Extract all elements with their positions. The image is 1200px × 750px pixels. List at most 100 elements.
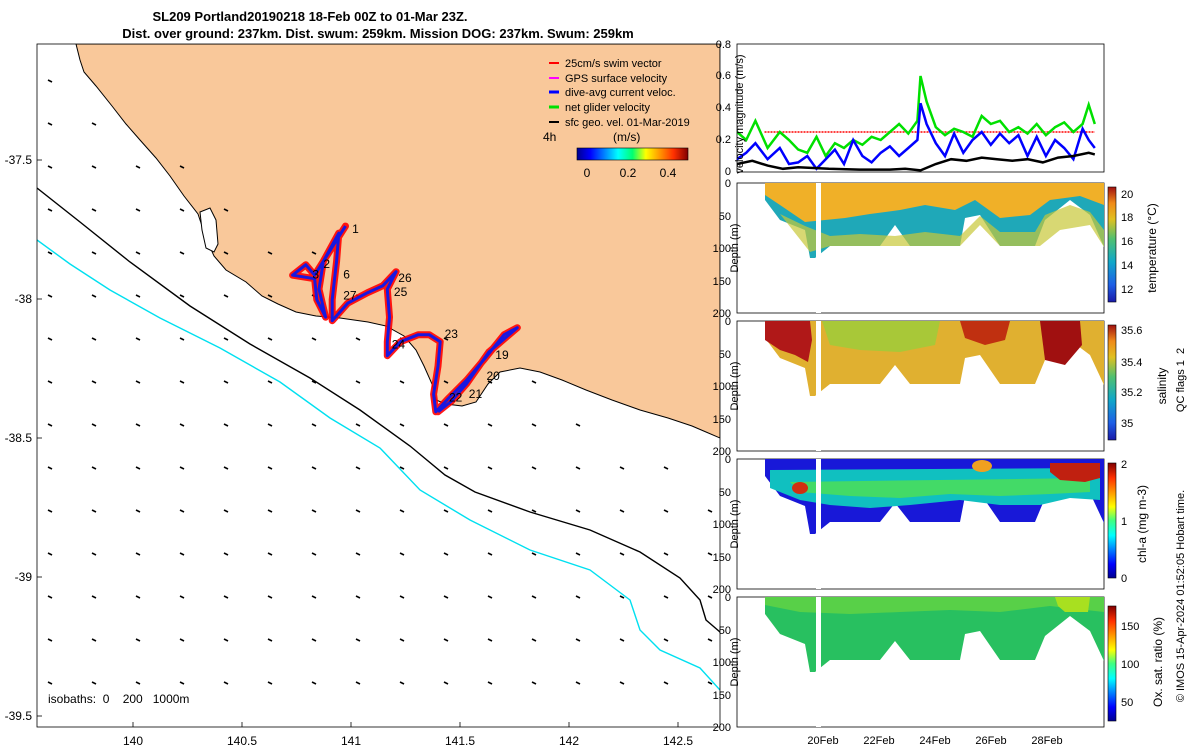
geo-velocity-arrow bbox=[47, 595, 53, 599]
geo-velocity-arrow bbox=[179, 638, 185, 642]
oxy-cb-tick: 150 bbox=[1121, 621, 1139, 633]
salinity-low-band bbox=[822, 321, 940, 352]
geo-velocity-arrow bbox=[619, 595, 625, 599]
sal-cb-tick: 35.2 bbox=[1121, 387, 1142, 399]
geo-velocity-arrow bbox=[663, 552, 669, 556]
chla-cb-tick: 2 bbox=[1121, 459, 1127, 471]
geo-velocity-arrow bbox=[355, 595, 361, 599]
geo-velocity-arrow bbox=[267, 294, 273, 298]
geo-velocity-arrow bbox=[355, 466, 361, 470]
geo-velocity-arrow bbox=[267, 552, 273, 556]
legend-label: dive-avg current veloc. bbox=[565, 87, 676, 99]
waypoint-label: 3 bbox=[312, 268, 319, 282]
depth-tick: 0 bbox=[725, 592, 731, 604]
data-gap bbox=[816, 183, 821, 313]
geo-velocity-arrow bbox=[91, 380, 97, 384]
geo-velocity-arrow bbox=[443, 509, 449, 513]
data-gap bbox=[816, 597, 821, 727]
map-tick-marks bbox=[37, 159, 679, 727]
legend-entry-gps: GPS surface velocity bbox=[549, 73, 668, 85]
oxygen-high-right bbox=[1055, 597, 1090, 612]
geo-velocity-arrow bbox=[399, 466, 405, 470]
geo-velocity-arrow bbox=[663, 466, 669, 470]
temp-cb-tick: 20 bbox=[1121, 189, 1133, 201]
depth-tick: 0 bbox=[725, 178, 731, 190]
geo-velocity-arrow bbox=[531, 509, 537, 513]
geostrophic-arrows bbox=[47, 79, 713, 685]
waypoint-label: 24 bbox=[392, 338, 406, 352]
geo-velocity-arrow bbox=[91, 122, 97, 126]
colorbar-tick: 0.4 bbox=[660, 166, 677, 180]
geo-velocity-arrow bbox=[311, 466, 317, 470]
geo-velocity-arrow bbox=[531, 423, 537, 427]
dive-avg-current-track bbox=[291, 225, 519, 414]
geo-velocity-arrow bbox=[575, 638, 581, 642]
geo-velocity-arrow bbox=[399, 509, 405, 513]
chla-high-right bbox=[1050, 463, 1100, 482]
land-area bbox=[75, 44, 720, 439]
geo-velocity-arrow bbox=[619, 509, 625, 513]
temp-cb-tick: 18 bbox=[1121, 212, 1133, 224]
geo-velocity-arrow bbox=[267, 251, 273, 255]
geo-velocity-arrow bbox=[355, 552, 361, 556]
geo-velocity-arrow bbox=[91, 638, 97, 642]
geo-velocity-arrow bbox=[575, 509, 581, 513]
geo-velocity-arrow bbox=[575, 423, 581, 427]
geo-velocity-arrow bbox=[135, 552, 141, 556]
geo-velocity-arrow bbox=[355, 509, 361, 513]
map-y-tick-label: -39.5 bbox=[5, 709, 33, 723]
map-y-tick-label: -38.5 bbox=[5, 431, 33, 445]
waypoint-label: 2 bbox=[323, 257, 330, 271]
depth-tick: 100 bbox=[713, 243, 731, 255]
geo-velocity-arrow bbox=[47, 294, 53, 298]
geo-velocity-arrow bbox=[311, 552, 317, 556]
geo-velocity-arrow bbox=[267, 509, 273, 513]
depth-tick: 200 bbox=[713, 584, 731, 596]
chla-cb-tick: 0 bbox=[1121, 573, 1127, 585]
geo-velocity-arrow bbox=[399, 552, 405, 556]
colorbar-prefix: 4h bbox=[543, 130, 556, 144]
legend-label: net glider velocity bbox=[565, 102, 650, 114]
geo-velocity-arrow bbox=[487, 466, 493, 470]
waypoint-label: 26 bbox=[398, 271, 412, 285]
geo-velocity-arrow bbox=[663, 681, 669, 685]
geo-velocity-arrow bbox=[267, 466, 273, 470]
geo-velocity-arrow bbox=[223, 294, 229, 298]
depth-ylabel: Depth (m) bbox=[729, 500, 741, 549]
chla-green-band bbox=[790, 478, 1090, 498]
colorbar-tick: 0 bbox=[584, 166, 591, 180]
geo-velocity-arrow bbox=[355, 423, 361, 427]
geo-velocity-arrow bbox=[179, 251, 185, 255]
velocity-series-sfc-geo-vel- bbox=[737, 151, 1096, 172]
geo-velocity-arrow bbox=[487, 552, 493, 556]
geo-velocity-arrow bbox=[223, 423, 229, 427]
map-x-tick-label: 142 bbox=[559, 734, 579, 748]
geo-velocity-arrow bbox=[443, 423, 449, 427]
oxygen-colorbar bbox=[1107, 605, 1117, 722]
legend-label: GPS surface velocity bbox=[565, 73, 668, 85]
geo-velocity-arrow bbox=[47, 509, 53, 513]
map-frame bbox=[36, 43, 721, 728]
data-gap bbox=[816, 321, 821, 451]
temp-cb-tick: 14 bbox=[1121, 260, 1133, 272]
geo-velocity-arrow bbox=[47, 423, 53, 427]
geo-velocity-arrow bbox=[619, 552, 625, 556]
geo-velocity-arrow bbox=[135, 509, 141, 513]
isobaths-note: isobaths: 0 200 1000m bbox=[48, 692, 189, 706]
oxygen-section bbox=[765, 597, 1104, 672]
waypoint-label: 25 bbox=[394, 285, 408, 299]
geo-velocity-arrow bbox=[311, 423, 317, 427]
depth-tick: 200 bbox=[713, 308, 731, 320]
geo-velocity-arrow bbox=[311, 638, 317, 642]
geo-velocity-arrow bbox=[399, 681, 405, 685]
data-gap bbox=[816, 459, 821, 589]
map-x-tick-label: 140.5 bbox=[227, 734, 257, 748]
depth-tick: 50 bbox=[719, 487, 731, 499]
geo-velocity-arrow bbox=[179, 595, 185, 599]
geo-velocity-arrow bbox=[91, 208, 97, 212]
geo-velocity-arrow bbox=[223, 552, 229, 556]
geo-velocity-arrow bbox=[179, 466, 185, 470]
chla-patch bbox=[792, 482, 808, 494]
geo-velocity-arrow bbox=[91, 294, 97, 298]
